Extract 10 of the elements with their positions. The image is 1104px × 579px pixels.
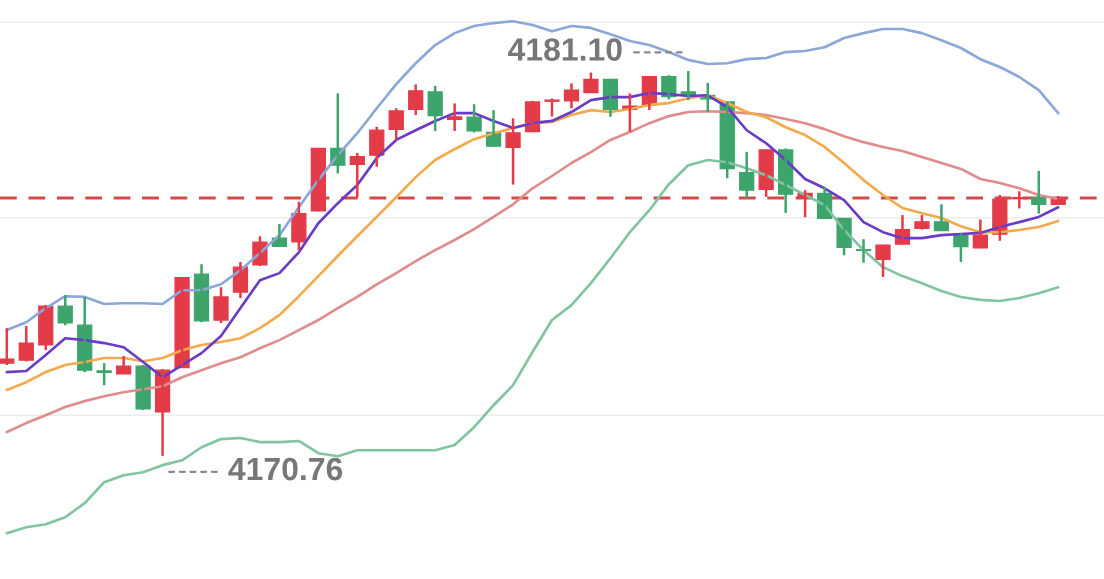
candlestick: [174, 275, 190, 370]
candlestick: [0, 326, 15, 367]
candlestick: [96, 361, 112, 387]
candlestick: [310, 146, 326, 213]
candlestick: [505, 117, 521, 186]
candlestick: [213, 286, 229, 325]
candlestick: [875, 243, 891, 279]
candlestick: [466, 102, 482, 134]
annotation: 4170.76: [228, 457, 343, 481]
annotation: 4181.10: [508, 38, 622, 61]
